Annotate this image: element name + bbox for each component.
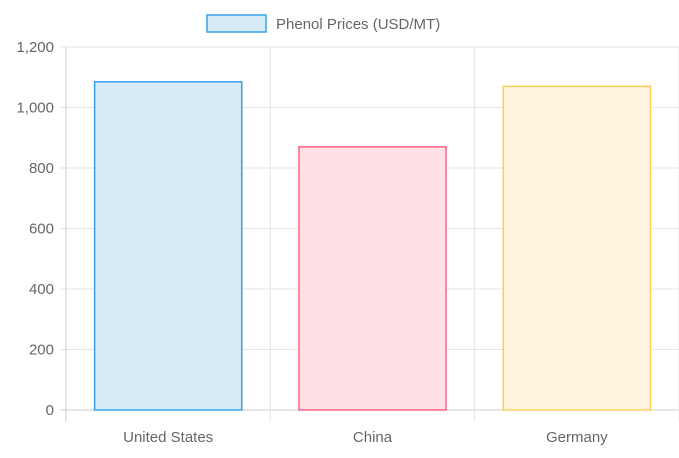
- x-axis-ticks: United States China Germany: [123, 429, 608, 446]
- y-tick-label: 600: [29, 221, 54, 238]
- y-tick-label: 1,200: [16, 39, 54, 56]
- legend[interactable]: Phenol Prices (USD/MT): [206, 14, 440, 33]
- y-tick-label: 200: [29, 342, 54, 359]
- y-tick-label: 800: [29, 160, 54, 177]
- y-tick-label: 400: [29, 281, 54, 298]
- legend-label: Phenol Prices (USD/MT): [276, 16, 440, 33]
- y-tick-label: 0: [46, 402, 54, 419]
- bar-china[interactable]: [298, 146, 447, 411]
- x-tick-label: United States: [123, 429, 213, 446]
- legend-swatch: [206, 14, 267, 33]
- x-tick-label: Germany: [546, 429, 608, 446]
- bars: [93, 81, 652, 411]
- y-tick-label: 1,000: [16, 100, 54, 117]
- y-axis-ticks: 0 200 400 600 800 1,000 1,200: [16, 39, 54, 419]
- bar-germany[interactable]: [502, 85, 652, 411]
- bar-united-states[interactable]: [93, 81, 243, 411]
- x-tick-label: China: [353, 429, 393, 446]
